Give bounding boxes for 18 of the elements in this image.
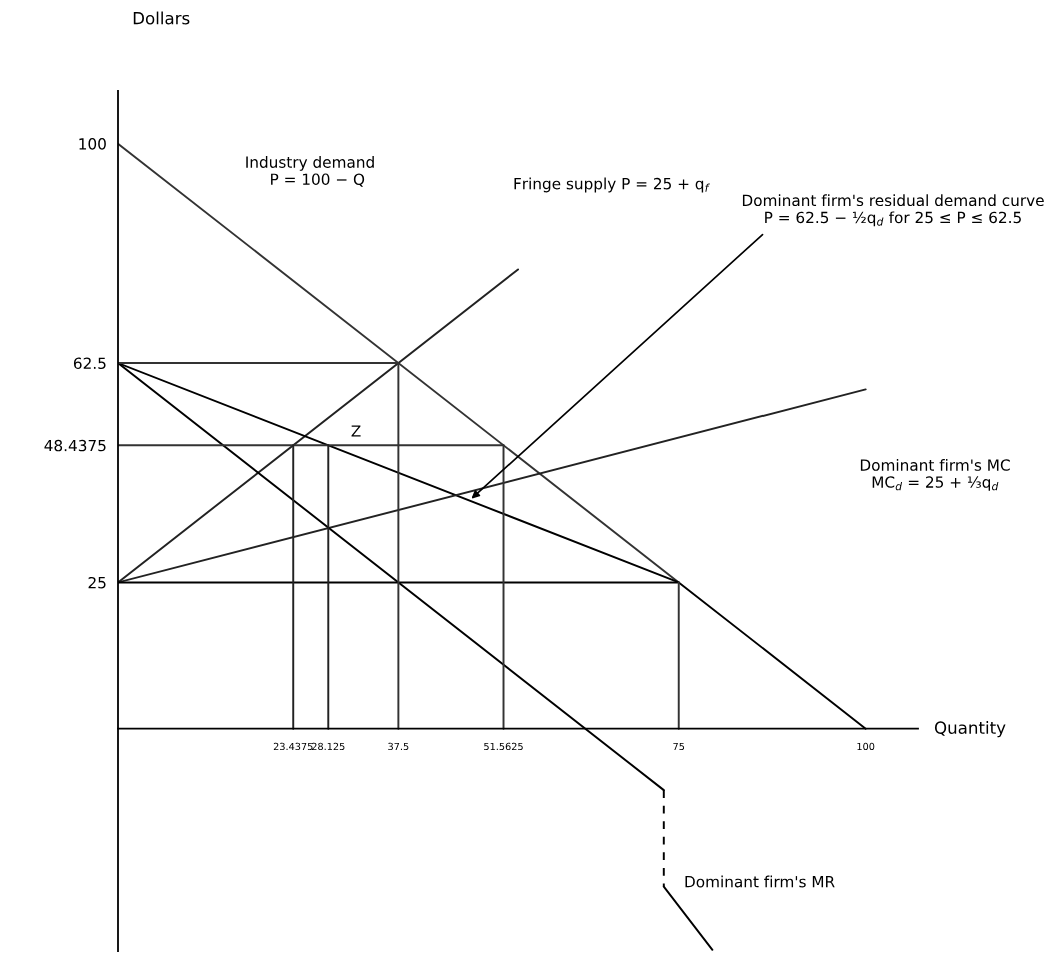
annotation: Dominant firm's MC MC$_{d}$ = 25 + ⅓q$_{d}$ xyxy=(860,459,1010,491)
x-tick-label: 75 xyxy=(673,742,685,751)
annotation: Fringe supply P = 25 + q$_{f}$ xyxy=(514,177,710,193)
x-axis-title: Quantity xyxy=(934,721,1006,738)
annotation: Z xyxy=(351,425,361,437)
x-tick-label: 37.5 xyxy=(388,742,409,751)
x-tick-label: 23.4375 xyxy=(273,742,313,751)
annotation: Dominant firm's MR xyxy=(685,875,835,888)
annotation: Dominant firm's residual demand curve P = 62.5 − ½q$_{d}$ for 25 ≤ P ≤ 62.5 xyxy=(742,194,1044,227)
y-axis-title: Dollars xyxy=(133,11,190,25)
x-tick-label: 51.5625 xyxy=(484,742,523,751)
x-tick-label: 28.125 xyxy=(311,742,345,751)
y-tick-label: 48.4375 xyxy=(44,439,106,452)
y-tick-label: 25 xyxy=(88,576,106,589)
y-tick-label: 100 xyxy=(79,138,106,150)
y-tick-label: 62.5 xyxy=(73,357,106,370)
annotation: Industry demand P = 100 − Q xyxy=(246,156,374,187)
x-tick-label: 100 xyxy=(857,742,875,751)
